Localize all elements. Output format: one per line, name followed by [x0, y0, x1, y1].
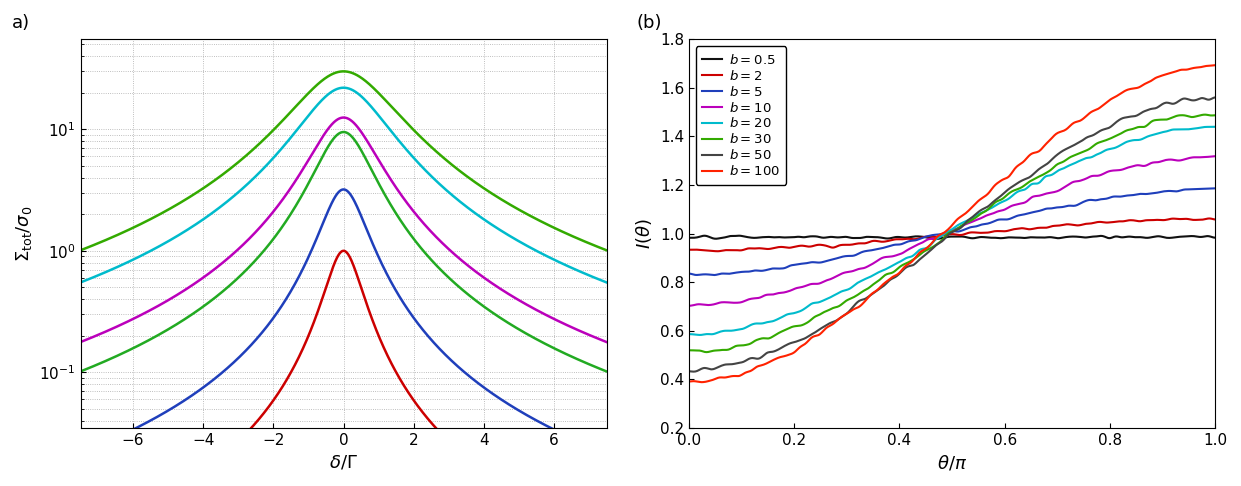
- Text: a): a): [12, 14, 30, 32]
- Text: (b): (b): [637, 14, 661, 32]
- Y-axis label: $I(\theta)$: $I(\theta)$: [634, 218, 654, 249]
- X-axis label: $\theta/\pi$: $\theta/\pi$: [937, 453, 967, 472]
- Y-axis label: $\Sigma_{\rm tot}/\sigma_0$: $\Sigma_{\rm tot}/\sigma_0$: [14, 206, 34, 261]
- Legend: $b = 0.5$, $b = 2$, $b = 5$, $b = 10$, $b = 20$, $b = 30$, $b = 50$, $b = 100$: $b = 0.5$, $b = 2$, $b = 5$, $b = 10$, $…: [696, 46, 787, 185]
- X-axis label: $\delta/\Gamma$: $\delta/\Gamma$: [329, 453, 357, 471]
